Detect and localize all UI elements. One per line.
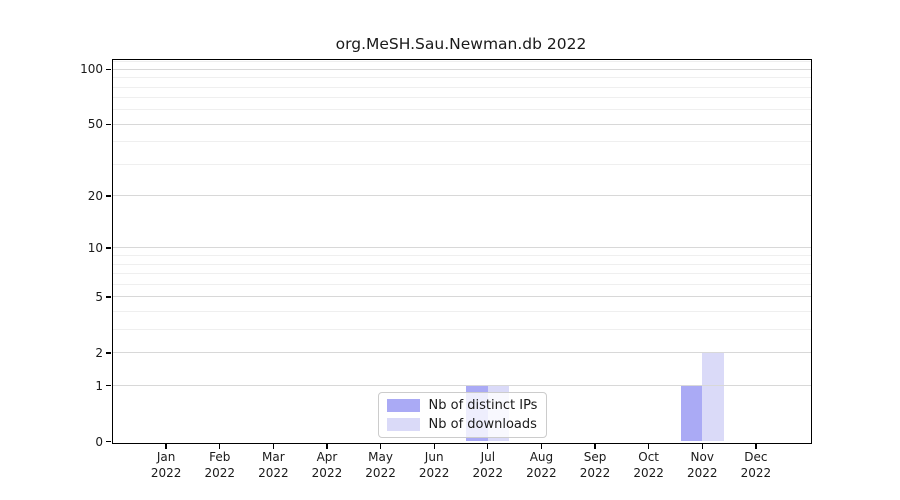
x-tick-label: Sep 2022	[579, 449, 611, 481]
y-tick-label: 50	[87, 117, 103, 132]
x-tick-mark	[272, 444, 274, 449]
y-tick-mark	[106, 247, 111, 249]
plot-area: Nb of distinct IPs Nb of downloads 0 1 2 5 1…	[80, 58, 812, 480]
gridline-minor	[112, 255, 811, 257]
x-tick-mark	[648, 444, 650, 449]
legend-item-distinct-ips: Nb of distinct IPs	[386, 397, 538, 413]
bar-nb-of-downloads	[702, 352, 724, 442]
x-tick-label: Jun 2022	[418, 449, 450, 481]
x-tick-label: Aug 2022	[526, 449, 557, 481]
gridline-minor	[112, 311, 811, 313]
gridline-minor	[112, 284, 811, 286]
legend-item-downloads: Nb of downloads	[386, 416, 538, 432]
x-tick-label: Feb 2022	[204, 449, 235, 481]
gridline-minor	[112, 141, 811, 143]
legend-label-distinct-ips: Nb of distinct IPs	[428, 397, 538, 413]
gridline-minor	[112, 273, 811, 275]
x-tick-label: Oct 2022	[633, 449, 664, 481]
x-tick-label: Apr 2022	[311, 449, 343, 481]
y-tick-label: 1	[95, 378, 103, 393]
x-tick-mark	[433, 444, 435, 449]
y-tick-mark	[106, 384, 111, 387]
legend: Nb of distinct IPs Nb of downloads	[377, 391, 548, 438]
y-tick-label: 10	[87, 241, 103, 256]
y-tick-label: 20	[87, 188, 103, 203]
x-tick-mark	[594, 444, 596, 449]
x-tick-mark	[701, 444, 703, 449]
x-tick-mark	[379, 444, 382, 449]
bar-nb-of-distinct-ips	[680, 385, 703, 442]
gridline-major	[112, 247, 811, 249]
x-tick-label: May 2022	[365, 449, 396, 481]
x-tick-mark	[219, 444, 221, 449]
gridline-minor	[112, 77, 811, 79]
gridline-minor	[112, 263, 811, 265]
legend-swatch-distinct-ips-icon	[386, 398, 420, 412]
y-tick-label: 0	[95, 434, 103, 449]
y-tick-mark	[106, 440, 111, 443]
gridline-major	[112, 352, 811, 354]
x-tick-label: Mar 2022	[258, 449, 289, 481]
y-tick-label: 100	[80, 62, 103, 77]
y-tick-mark	[106, 352, 111, 354]
gridline-major	[112, 68, 811, 70]
y-tick-mark	[106, 195, 111, 197]
y-tick-mark	[106, 296, 111, 298]
chart-title: org.MeSH.Sau.Newman.db 2022	[335, 35, 587, 53]
legend-label-downloads: Nb of downloads	[428, 416, 537, 432]
x-tick-mark	[487, 444, 489, 449]
gridline-minor	[112, 329, 811, 331]
gridline-major	[112, 384, 811, 386]
x-tick-mark	[755, 444, 757, 449]
y-tick-label: 2	[95, 345, 103, 360]
x-tick-mark	[326, 444, 328, 449]
gridline-major	[112, 296, 811, 298]
gridline-major	[112, 123, 811, 125]
y-tick-label: 5	[95, 289, 103, 304]
x-tick-mark	[165, 444, 167, 449]
y-tick-mark	[106, 123, 111, 126]
gridline-minor	[112, 61, 811, 63]
x-tick-label: Nov 2022	[686, 449, 718, 481]
x-tick-label: Dec 2022	[740, 449, 772, 481]
gridline-minor	[112, 86, 811, 88]
y-tick-mark	[106, 68, 111, 70]
gridline-minor	[112, 164, 811, 166]
gridline-minor	[112, 97, 811, 99]
x-tick-label: Jan 2022	[150, 449, 182, 481]
x-tick-mark	[540, 444, 543, 449]
legend-swatch-downloads-icon	[386, 417, 420, 431]
x-tick-label: Jul 2022	[472, 449, 504, 481]
gridline-major	[112, 195, 811, 197]
gridline-minor	[112, 109, 811, 111]
